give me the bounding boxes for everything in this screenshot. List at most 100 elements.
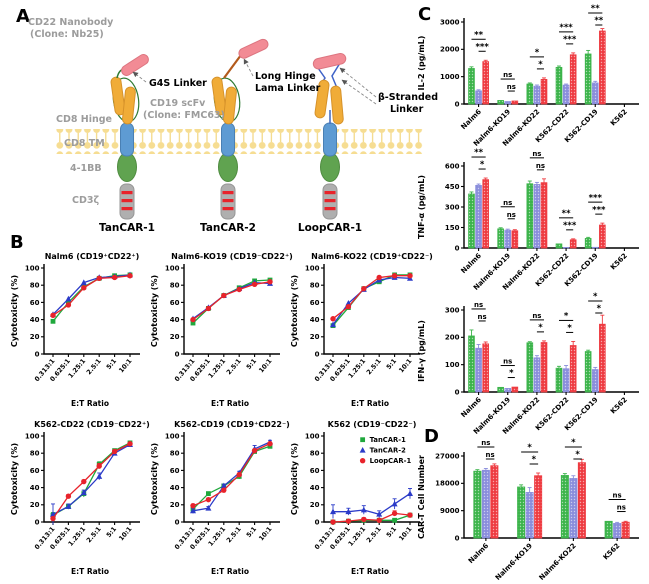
x-tick-label: K562 <box>609 108 629 128</box>
y-tick-label: 60 <box>30 299 40 307</box>
y-axis-label: CAR-T Cell Number <box>417 455 426 539</box>
bar-TanCAR-1 <box>473 470 482 539</box>
bar-TanCAR-2 <box>533 85 541 105</box>
legend-label: LoopCAR-1 <box>370 457 412 465</box>
sig-label: ns <box>532 150 541 158</box>
bar-TanCAR-2 <box>525 492 534 539</box>
y-axis-label: Cytotoxicity (%) <box>10 275 19 347</box>
y-tick-label: 18000 <box>435 480 459 488</box>
y-axis-label: TNF-α (pg/mL) <box>417 175 426 239</box>
data-point <box>330 519 336 525</box>
y-axis-label: IL-2 (pg/mL) <box>417 36 426 91</box>
data-point <box>345 304 352 310</box>
x-tick-label: Nalm6 <box>460 252 484 276</box>
bar-TanCAR-1 <box>604 520 613 539</box>
sig-label: *** <box>589 193 603 203</box>
y-tick-label: 60 <box>310 467 320 475</box>
y-tick-label: 40 <box>310 484 320 492</box>
bar-LoopCAR-1 <box>577 462 586 539</box>
sig-label: * <box>567 324 572 334</box>
4-1bb-label: 4-1BB <box>70 163 102 174</box>
sig-label: *** <box>559 23 573 33</box>
x-tick-label: 5:1 <box>105 357 118 371</box>
y-tick-label: 300 <box>445 306 460 314</box>
construct-name-tancar1: TanCAR-1 <box>99 222 155 234</box>
sig-label: ns <box>474 301 483 309</box>
cd19-scfv-domain <box>314 79 330 119</box>
bar-LoopCAR-1 <box>599 224 606 249</box>
x-tick-label: Nalm6-KO19 <box>494 542 534 582</box>
sig-label: * <box>532 455 537 465</box>
y-tick-label: 40 <box>170 316 180 324</box>
legend-label: TanCAR-1 <box>370 436 406 444</box>
sig-label: ns <box>478 313 487 321</box>
cd19-scfv-domain <box>211 76 227 116</box>
data-point <box>190 316 196 323</box>
y-tick-label: 2000 <box>440 46 460 54</box>
bar-LoopCAR-1 <box>599 323 606 393</box>
bar-TanCAR-1 <box>526 183 534 249</box>
sig-label: * <box>538 60 543 70</box>
y-tick-label: 200 <box>445 334 460 342</box>
annotation-arrow <box>132 71 147 83</box>
data-point <box>345 518 352 524</box>
y-tick-label: 80 <box>30 450 40 458</box>
y-tick-label: 27000 <box>435 452 459 460</box>
data-point <box>330 508 336 515</box>
bar-TanCAR-2 <box>591 82 599 105</box>
series-line-TanCAR-1 <box>192 445 271 510</box>
bar-TanCAR-2 <box>475 90 482 105</box>
cd22-nanobody-domain <box>121 54 149 76</box>
bar-TanCAR-1 <box>497 228 504 249</box>
cd8-tm-label: CD8 TM <box>64 138 105 149</box>
long-hinge-lama-linker-line <box>223 54 242 79</box>
tancar1-structure <box>110 54 149 220</box>
data-point <box>190 507 196 514</box>
data-point <box>392 517 397 523</box>
data-point <box>236 472 242 478</box>
bar-TanCAR-2 <box>569 478 578 539</box>
sig-label: ** <box>562 209 571 219</box>
x-tick-label: 2.5:1 <box>85 357 103 376</box>
y-tick-label: 80 <box>30 282 40 290</box>
bar-TanCAR-1 <box>526 342 534 393</box>
bar-TanCAR-1 <box>584 238 592 249</box>
annotation-arrow <box>243 58 254 77</box>
data-point <box>50 515 56 522</box>
data-point <box>345 508 352 515</box>
bar-LoopCAR-1 <box>511 386 519 393</box>
bar-TanCAR-1 <box>468 335 475 393</box>
bar-TanCAR-1 <box>497 100 504 105</box>
data-point <box>80 489 87 496</box>
sig-label: * <box>564 312 569 322</box>
x-tick-label: 5:1 <box>385 525 398 539</box>
bar-LoopCAR-1 <box>569 239 577 249</box>
tancar2-structure <box>211 38 269 220</box>
bar-LoopCAR-1 <box>621 521 630 539</box>
series-line-LoopCAR-1 <box>52 275 131 316</box>
data-point <box>50 318 56 324</box>
data-point <box>221 292 227 299</box>
cd19-scfv-domain <box>223 86 237 125</box>
y-tick-label: 0 <box>35 350 40 358</box>
beta-linker-label: Linker <box>390 104 424 115</box>
sig-label: ns <box>613 492 622 500</box>
chart-ifng: IFN-γ (pg/mL)0100200300Nalm6nsnsNalm6-KO… <box>417 292 639 436</box>
data-point <box>205 305 212 312</box>
y-tick-label: 60 <box>170 299 180 307</box>
sig-label: ns <box>503 358 512 366</box>
y-tick-label: 0 <box>455 100 460 108</box>
sig-label: *** <box>592 205 606 215</box>
sig-label: * <box>538 323 543 333</box>
cd19-scfv-domain <box>110 76 126 116</box>
x-tick-label: 5:1 <box>245 357 258 371</box>
bar-TanCAR-2 <box>533 184 541 249</box>
y-tick-label: 20 <box>310 333 320 341</box>
chart-il2: IL-2 (pg/mL)0100020003000Nalm6*****Nalm6… <box>417 4 639 148</box>
y-tick-label: 300 <box>445 203 460 211</box>
y-axis-label: Cytotoxicity (%) <box>290 443 299 515</box>
axes <box>463 18 639 105</box>
bar-LoopCAR-1 <box>511 100 519 105</box>
data-point <box>190 320 196 326</box>
data-point <box>96 463 102 469</box>
